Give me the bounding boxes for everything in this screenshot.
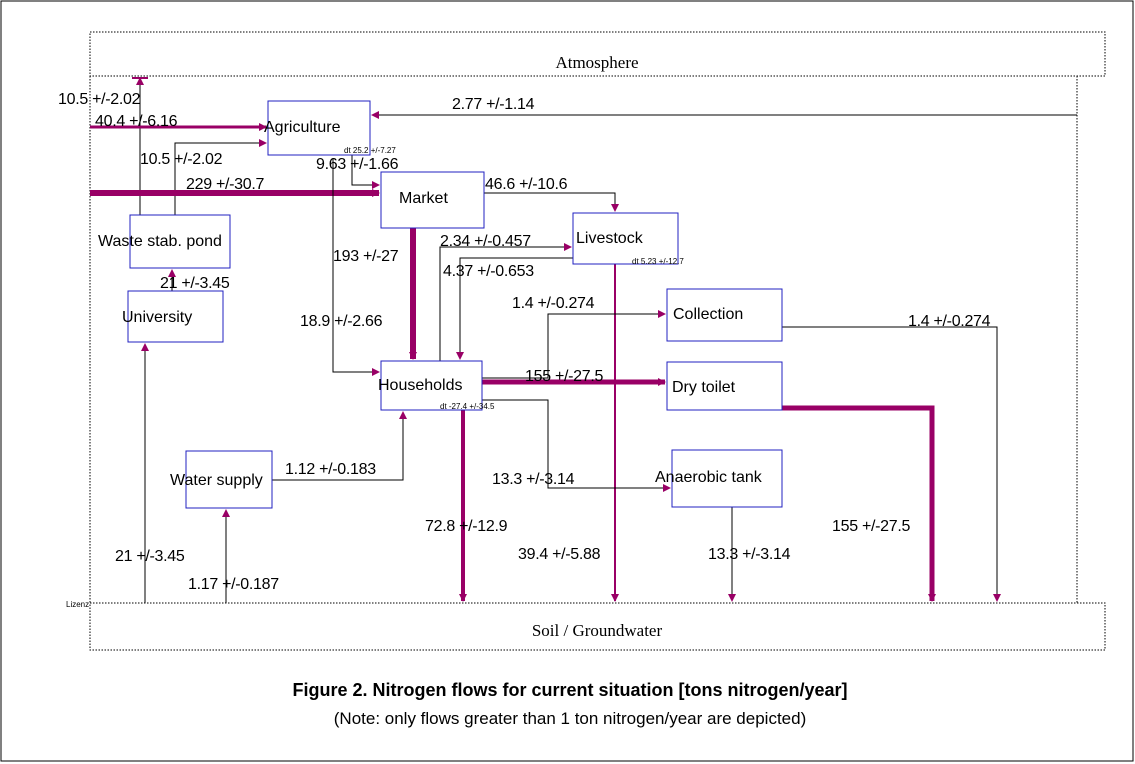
flow-label: 18.9 +/-2.66 — [300, 313, 383, 330]
node-label: Livestock — [576, 230, 644, 247]
node-label: Households — [378, 377, 463, 394]
flow-label: 1.4 +/-0.274 — [512, 295, 595, 312]
node-label: Agriculture — [264, 119, 341, 136]
license: Lizenz — [66, 600, 89, 609]
flow-label: 1.17 +/-0.187 — [188, 576, 279, 593]
flow-label: 10.5 +/-2.02 — [140, 151, 223, 168]
stock-change: dt -27.4 +/-34.5 — [440, 402, 495, 411]
node — [572, 212, 679, 265]
flow-label: 46.6 +/-10.6 — [485, 176, 568, 193]
flow-label: 13.3 +/-3.14 — [492, 471, 575, 488]
node-label: Water supply — [170, 472, 263, 489]
node-label: Market — [399, 190, 448, 207]
flow-label: 13.3 +/-3.14 — [708, 546, 791, 563]
flow-label: 10.5 +/-2.02 — [58, 91, 141, 108]
node-label: Dry toilet — [672, 379, 736, 396]
node-label: Collection — [673, 306, 743, 323]
flow-label: 39.4 +/-5.88 — [518, 546, 601, 563]
flow-label: 229 +/-30.7 — [186, 176, 265, 193]
flow-label: 21 +/-3.45 — [115, 548, 185, 565]
node-label: University — [122, 309, 192, 326]
node — [185, 450, 273, 509]
flow-label: 1.4 +/-0.274 — [908, 313, 991, 330]
boundary-label: Soil / Groundwater — [532, 621, 663, 640]
stock-change: dt 5.23 +/-12.7 — [632, 257, 684, 266]
node — [127, 290, 224, 343]
soil-box — [89, 602, 1106, 651]
node — [380, 360, 483, 411]
flow-label: 21 +/-3.45 — [160, 275, 230, 292]
stock-change: dt 25.2 +/-7.27 — [344, 146, 396, 155]
flow-label: 72.8 +/-12.9 — [425, 518, 508, 535]
atmosphere-box — [89, 31, 1106, 77]
node — [380, 171, 485, 229]
flow-label: 155 +/-27.5 — [832, 518, 911, 535]
node — [267, 100, 371, 156]
flow-label: 193 +/-27 — [333, 248, 399, 265]
node-label: Anaerobic tank — [655, 469, 763, 486]
node-label: Waste stab. pond — [98, 233, 222, 250]
flow-label: 2.77 +/-1.14 — [452, 96, 535, 113]
caption-note: (Note: only flows greater than 1 ton nit… — [334, 709, 807, 728]
node — [671, 449, 783, 508]
flow-labels: 10.5 +/-2.02 40.4 +/-6.16 10.5 +/-2.02 2… — [58, 91, 991, 593]
boundary-label: Atmosphere — [555, 53, 638, 72]
flow-label: 9.63 +/-1.66 — [316, 156, 399, 173]
nodes: Agriculture Market Livestock Waste stab.… — [98, 100, 783, 509]
flow-label: 1.12 +/-0.183 — [285, 461, 376, 478]
flow-label: 4.37 +/-0.653 — [443, 263, 534, 280]
node — [129, 214, 231, 269]
flow-lines — [90, 77, 1077, 603]
caption-title: Figure 2. Nitrogen flows for current sit… — [292, 680, 847, 700]
flow-label: 2.34 +/-0.457 — [440, 233, 531, 250]
node — [666, 361, 783, 411]
node — [666, 288, 783, 342]
flow-label: 155 +/-27.5 — [525, 368, 604, 385]
flow-label: 40.4 +/-6.16 — [95, 113, 178, 130]
